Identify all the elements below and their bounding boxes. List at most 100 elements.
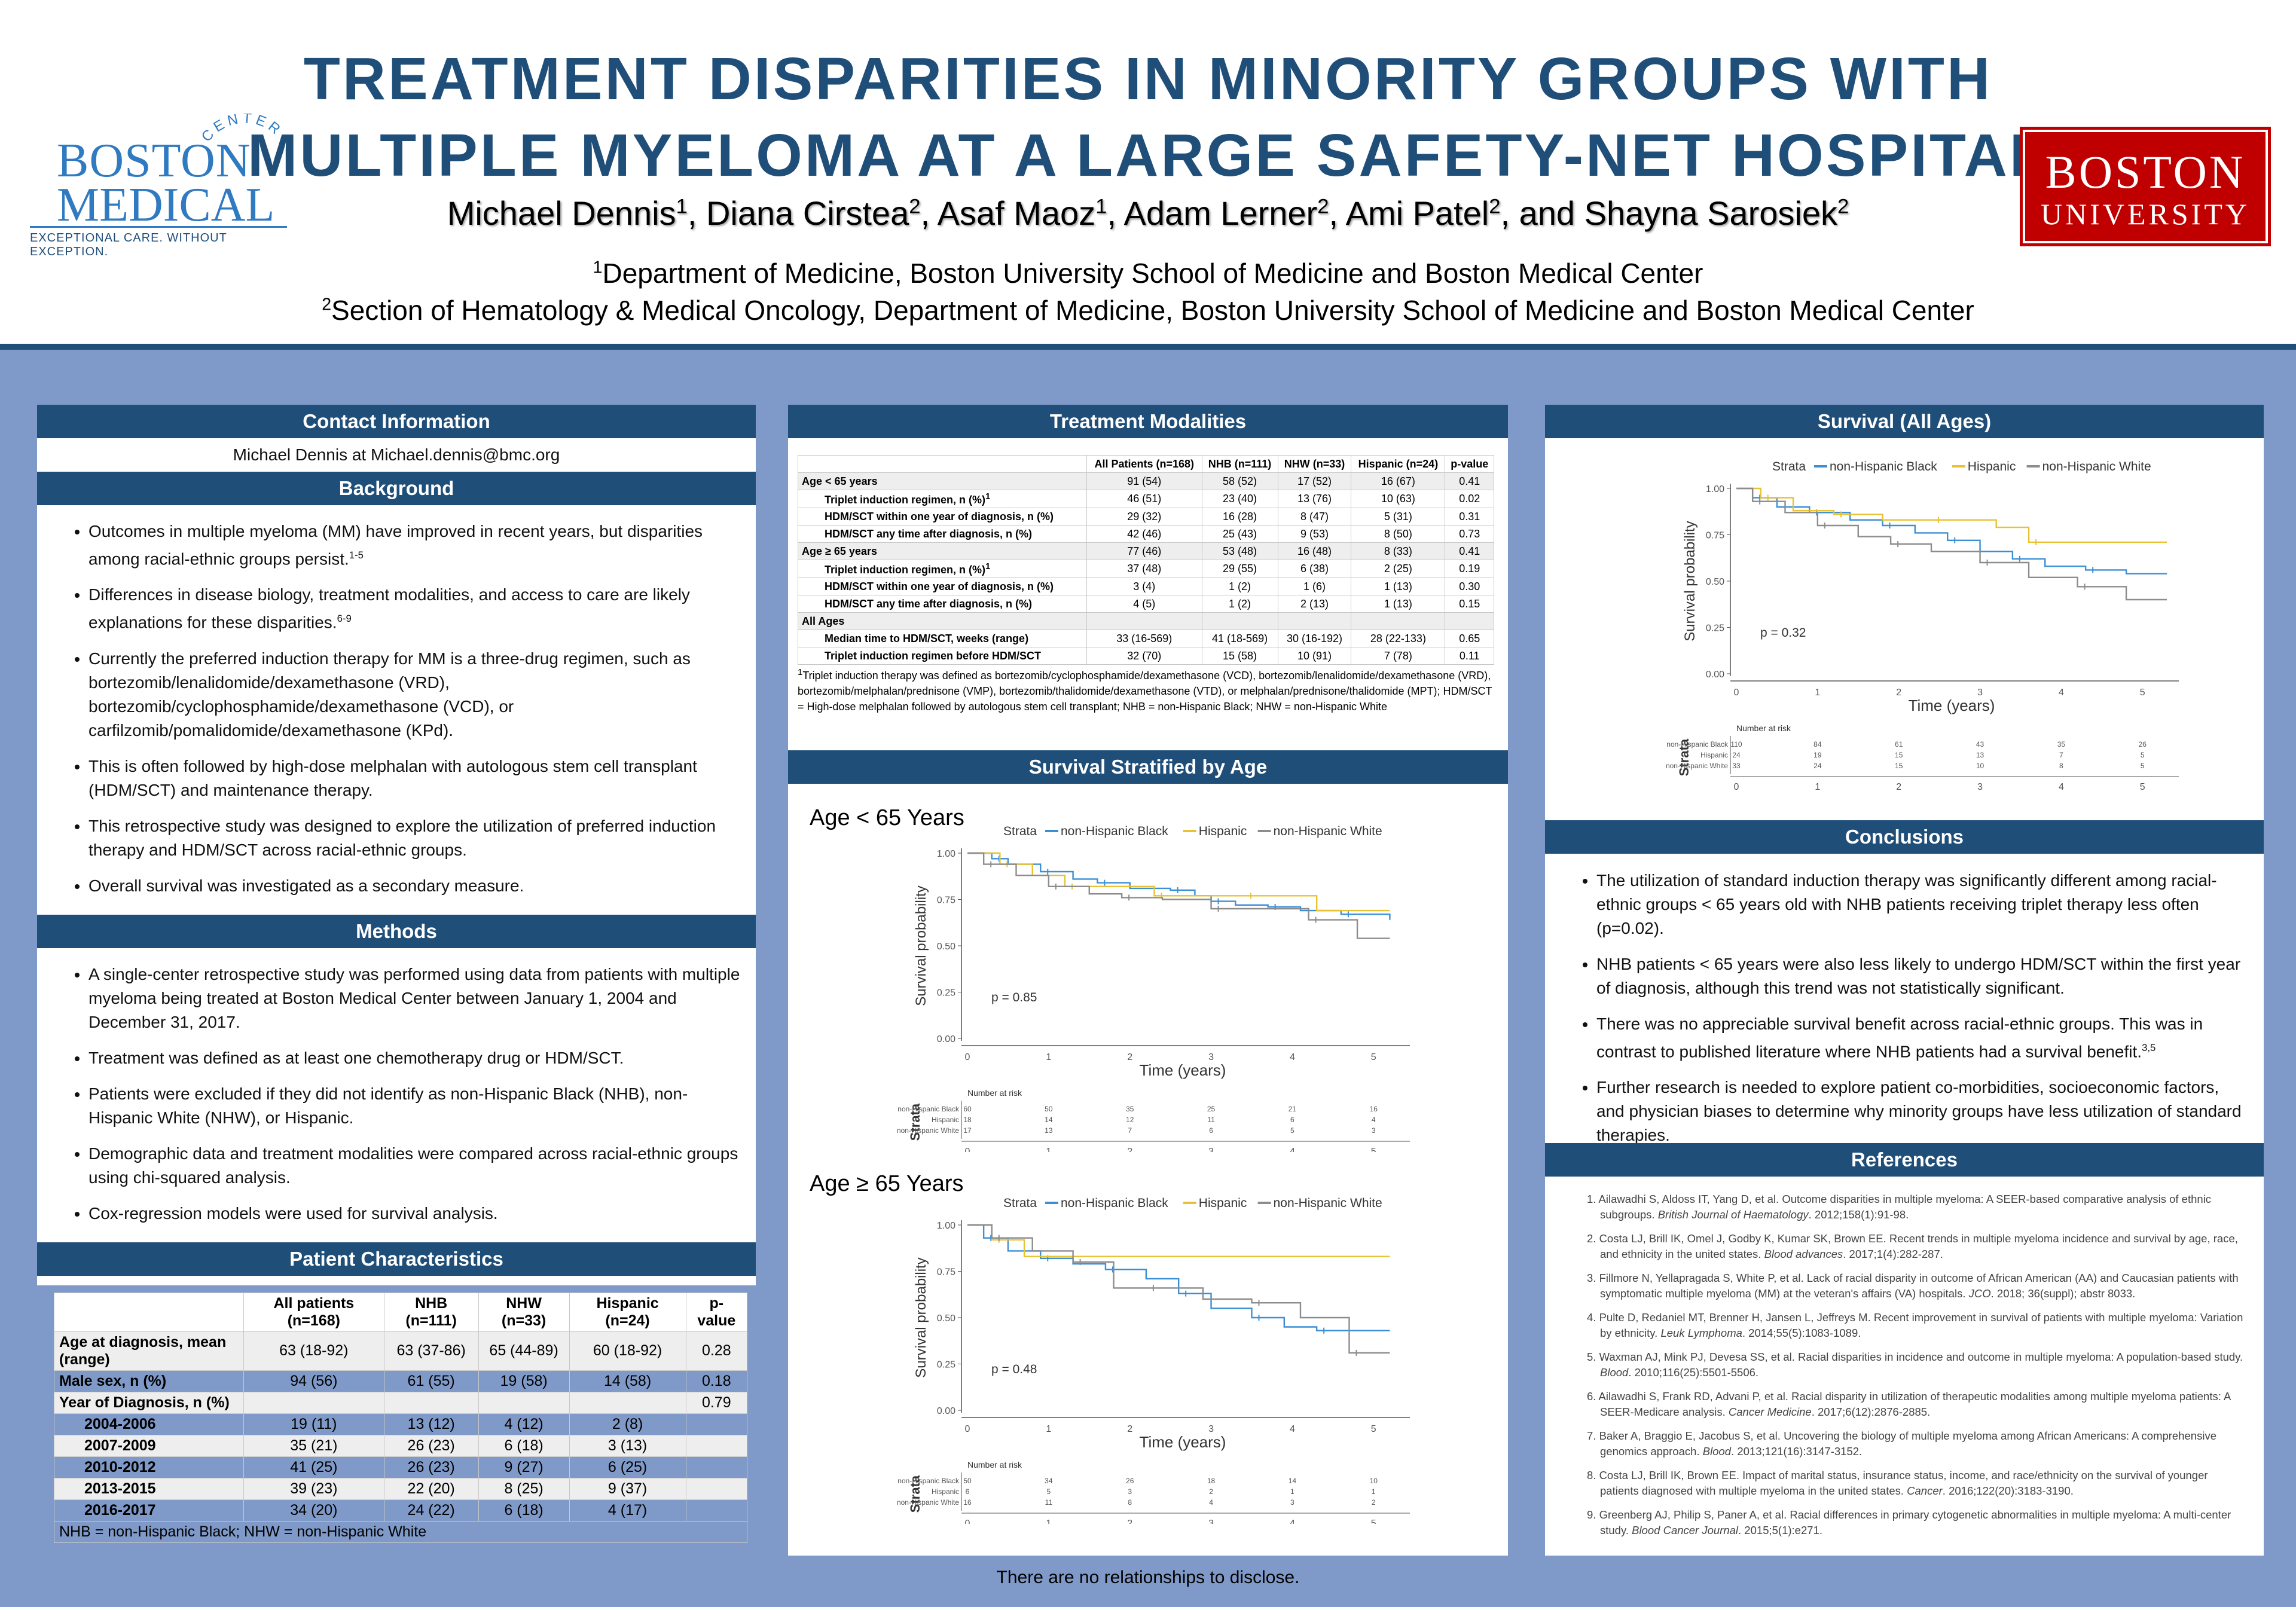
author-name: Michael Dennis xyxy=(447,194,676,232)
risk-count: 15 xyxy=(1895,762,1903,770)
table-cell: 1 (6) xyxy=(1277,578,1352,595)
patient-characteristics-heading: Patient Characteristics xyxy=(37,1242,756,1276)
y-tick-label: 0.25 xyxy=(937,1360,955,1370)
table-cell: 22 (20) xyxy=(383,1477,479,1500)
author-list: Michael Dennis1, Diana Cirstea2, Asaf Ma… xyxy=(447,194,1849,232)
x-tick-label: 2 xyxy=(1127,1424,1132,1434)
row-label: Triplet induction regimen, n (%)1 xyxy=(798,490,1087,508)
table-cell: 10 (63) xyxy=(1351,490,1446,508)
risk-count: 8 xyxy=(1128,1498,1132,1507)
table-row: HDM/SCT any time after diagnosis, n (%) 4… xyxy=(798,595,1494,613)
x-axis-label: Time (years) xyxy=(1140,1061,1226,1079)
table-cell: 41 (25) xyxy=(243,1456,384,1478)
legend-entry: non-Hispanic White xyxy=(1274,824,1382,838)
row-label-text: HDM/SCT within one year of diagnosis, n … xyxy=(825,510,1054,523)
row-label: HDM/SCT any time after diagnosis, n (%) xyxy=(798,595,1087,613)
risk-count: 17 xyxy=(963,1126,972,1135)
risk-count: 5 xyxy=(2141,762,2145,770)
poster-header: CENTER BOSTON MEDICAL EXCEPTIONAL CARE. … xyxy=(0,0,2296,344)
risk-table-row-label: non-Hispanic Black xyxy=(897,1477,960,1485)
table-cell: 6 (25) xyxy=(569,1456,686,1478)
table-cell: 13 (12) xyxy=(383,1413,479,1435)
risk-count: 50 xyxy=(963,1477,972,1485)
bullet-item: Treatment was defined as at least one ch… xyxy=(88,1046,740,1070)
reference-item: 9. Greenberg AJ, Philip S, Paner A, et a… xyxy=(1569,1507,2247,1538)
left-column: Contact Information Michael Dennis at Mi… xyxy=(37,405,756,1543)
row-label: Triplet induction regimen, n (%)1 xyxy=(798,560,1087,578)
contact-text: Michael Dennis at Michael.dennis@bmc.org xyxy=(233,445,560,464)
x-tick-label: 3 xyxy=(1208,1052,1214,1062)
risk-count: 6 xyxy=(1209,1126,1213,1135)
table-cell: 33 (16-569) xyxy=(1086,630,1202,647)
risk-count: 3 xyxy=(1290,1498,1294,1507)
table-cell: 2 (25) xyxy=(1351,560,1446,578)
risk-x-tick-label: 0 xyxy=(965,1519,970,1524)
table-row: Male sex, n (%) 94 (56) 61 (55) 19 (58) 14 (… xyxy=(54,1370,748,1392)
row-label-text: HDM/SCT any time after diagnosis, n (%) xyxy=(825,597,1033,610)
y-tick-label: 0.75 xyxy=(937,896,955,906)
risk-x-tick-label: 0 xyxy=(965,1147,970,1152)
reference-journal: Blood advances xyxy=(1764,1248,1843,1260)
x-tick-label: 5 xyxy=(1371,1052,1376,1062)
table-row: Triplet induction regimen before HDM/SCT… xyxy=(798,647,1494,665)
footnote-marker: 1 xyxy=(798,667,803,677)
title-line-2: MULTIPLE MYELOMA AT A LARGE SAFETY-NET H… xyxy=(248,122,2048,189)
reference-journal: Cancer Medicine xyxy=(1728,1406,1812,1418)
reference-text: 8. Costa LJ, Brill IK, Brown EE. Impact … xyxy=(1587,1469,2208,1497)
y-tick-label: 0.25 xyxy=(1706,624,1724,634)
table-cell: 0.11 xyxy=(1445,647,1494,665)
risk-count: 14 xyxy=(1289,1477,1297,1485)
risk-count: 60 xyxy=(963,1105,972,1113)
table-cell xyxy=(685,1477,748,1500)
table-cell: 94 (56) xyxy=(243,1370,384,1392)
reference-item: 4. Pulte D, Redaniel MT, Brenner H, Jans… xyxy=(1569,1310,2247,1341)
x-axis-label: Time (years) xyxy=(1140,1433,1226,1451)
column-header: NHW (n=33) xyxy=(478,1292,570,1332)
column-header: NHB (n=111) xyxy=(1201,455,1278,473)
author-affiliation-marker: 2 xyxy=(1317,195,1329,218)
risk-x-axis-label: Time (years) xyxy=(1909,792,1995,793)
p-value-annotation: p = 0.85 xyxy=(991,991,1037,1004)
row-label: Triplet induction regimen before HDM/SCT xyxy=(798,647,1087,665)
y-axis-label: Survival probability xyxy=(913,885,929,1006)
table-cell xyxy=(1445,612,1494,630)
boston-medical-center-logo: CENTER BOSTON MEDICAL EXCEPTIONAL CARE. … xyxy=(30,114,287,258)
survival-all-heading: Survival (All Ages) xyxy=(1545,405,2264,438)
bullet-item: Currently the preferred induction therap… xyxy=(88,647,740,743)
affiliation-1: 1Department of Medicine, Boston Universi… xyxy=(0,257,2296,289)
y-tick-label: 1.00 xyxy=(937,849,955,859)
table-cell: 32 (70) xyxy=(1086,647,1202,665)
legend-title: Strata xyxy=(1003,1196,1037,1210)
risk-table-row-label: non-Hispanic White xyxy=(897,1126,959,1135)
reference-citation: . 2017;6(12):2876-2885. xyxy=(1811,1406,1931,1418)
table-row: 2013-2015 39 (23) 22 (20) 8 (25) 9 (37) xyxy=(54,1477,748,1500)
bullet-text: NHB patients < 65 years were also less l… xyxy=(1596,955,2241,997)
row-label: 2010-2012 xyxy=(54,1456,244,1478)
row-label: HDM/SCT within one year of diagnosis, n … xyxy=(798,508,1087,526)
table-cell: 25 (43) xyxy=(1201,525,1278,543)
table-cell: 9 (37) xyxy=(569,1477,686,1500)
table-cell: 0.30 xyxy=(1445,578,1494,595)
table-cell xyxy=(685,1456,748,1478)
row-label: 2004-2006 xyxy=(54,1413,244,1435)
risk-count: 13 xyxy=(1976,751,1984,759)
row-label-text: HDM/SCT within one year of diagnosis, n … xyxy=(825,580,1054,592)
risk-count: 3 xyxy=(1372,1126,1376,1135)
row-label-text: HDM/SCT any time after diagnosis, n (%) xyxy=(825,527,1033,540)
table-cell xyxy=(1201,612,1278,630)
risk-count: 21 xyxy=(1289,1105,1297,1113)
table-cell: 4 (12) xyxy=(478,1413,570,1435)
table-cell: 0.02 xyxy=(1445,490,1494,508)
reference-text: 7. Baker A, Braggio E, Jacobus S, et al.… xyxy=(1587,1429,2216,1458)
footnote-marker: 1 xyxy=(985,561,991,572)
table-cell: 6 (18) xyxy=(478,1499,570,1522)
table-cell: 8 (25) xyxy=(478,1477,570,1500)
table-cell: 4 (17) xyxy=(569,1499,686,1522)
table-cell: 0.41 xyxy=(1445,472,1494,490)
table-cell: 0.73 xyxy=(1445,525,1494,543)
legend-entry: Hispanic xyxy=(1968,460,2016,473)
reference-journal: British Journal of Haematology xyxy=(1657,1208,1809,1221)
x-tick-label: 1 xyxy=(1046,1052,1051,1062)
risk-count: 2 xyxy=(1209,1487,1213,1496)
legend-entry: non-Hispanic Black xyxy=(1061,824,1168,838)
